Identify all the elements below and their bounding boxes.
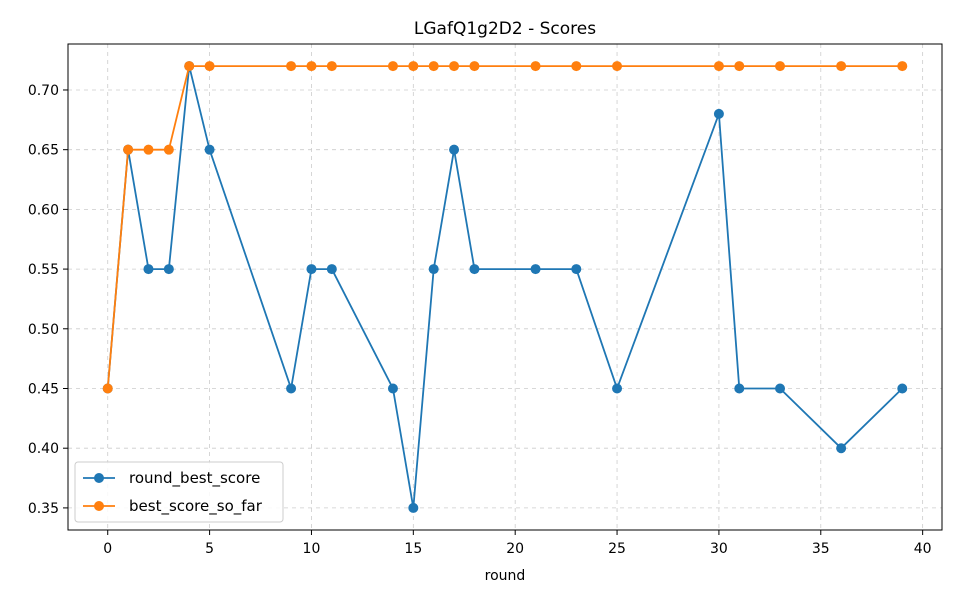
x-tick-label: 30 (710, 541, 728, 557)
data-point (734, 61, 745, 72)
y-tick-label: 0.55 (28, 262, 59, 278)
x-axis-label: round (485, 568, 526, 584)
data-point (469, 61, 480, 72)
y-tick-label: 0.60 (28, 202, 59, 218)
data-point (102, 383, 113, 394)
data-point (428, 264, 439, 275)
series-line (106, 65, 903, 389)
data-point (143, 264, 154, 275)
x-tick-label: 35 (812, 541, 830, 557)
series-best-score-so-far (102, 61, 908, 394)
data-point (713, 61, 724, 72)
legend-label: best_score_so_far (129, 497, 263, 516)
x-tick-label: 40 (914, 541, 932, 557)
data-point (163, 144, 174, 155)
data-point (836, 443, 847, 454)
x-tick-label: 25 (608, 541, 626, 557)
legend-swatch-marker (94, 501, 104, 511)
y-tick-label: 0.35 (28, 501, 59, 517)
x-tick-label: 0 (103, 541, 112, 557)
legend-box (74, 461, 284, 523)
y-tick-label: 0.65 (28, 143, 59, 159)
series-round-best-score (102, 61, 908, 513)
data-point (836, 61, 847, 72)
chart-title: LGafQ1g2D2 - Scores (414, 19, 596, 39)
y-tick-label: 0.70 (28, 83, 59, 99)
data-point (408, 61, 419, 72)
data-point (775, 383, 786, 394)
series-layer (102, 61, 908, 513)
data-point (326, 264, 337, 275)
data-point (408, 502, 419, 513)
legend-item: best_score_so_far (83, 497, 263, 516)
y-tick-label: 0.50 (28, 322, 59, 338)
plot-frame (67, 43, 943, 531)
y-tick-label: 0.45 (28, 381, 59, 397)
data-point (123, 144, 134, 155)
data-point (449, 61, 460, 72)
data-point (326, 61, 337, 72)
legend-swatch-marker (94, 473, 104, 483)
x-tick-label: 15 (404, 541, 422, 557)
data-point (428, 61, 439, 72)
legend-label: round_best_score (129, 469, 260, 488)
x-tick-label: 20 (506, 541, 524, 557)
series-line (106, 65, 903, 509)
x-tick-label: 5 (205, 541, 214, 557)
legend-item: round_best_score (83, 469, 260, 488)
data-point (387, 383, 398, 394)
data-point (530, 264, 541, 275)
x-tick-label: 10 (303, 541, 321, 557)
data-point (204, 144, 215, 155)
data-point (469, 264, 480, 275)
data-point (306, 61, 317, 72)
data-point (612, 383, 623, 394)
legend: round_best_score best_score_so_far (74, 461, 284, 523)
data-point (775, 61, 786, 72)
data-point (306, 264, 317, 275)
data-point (734, 383, 745, 394)
data-point (204, 61, 215, 72)
data-point (530, 61, 541, 72)
data-point (286, 383, 297, 394)
tick-layer: 0 5 10 15 20 25 30 35 40 0.35 0.40 0.45 0.50 0.55 0.60… (28, 83, 932, 557)
data-point (184, 61, 195, 72)
data-point (143, 144, 154, 155)
y-tick-label: 0.40 (28, 441, 59, 457)
data-point (713, 108, 724, 119)
data-point (897, 383, 908, 394)
data-point (286, 61, 297, 72)
data-point (163, 264, 174, 275)
data-point (612, 61, 623, 72)
data-point (387, 61, 398, 72)
data-point (897, 61, 908, 72)
data-point (571, 264, 582, 275)
data-point (449, 144, 460, 155)
grid-layer (68, 44, 942, 530)
data-point (571, 61, 582, 72)
